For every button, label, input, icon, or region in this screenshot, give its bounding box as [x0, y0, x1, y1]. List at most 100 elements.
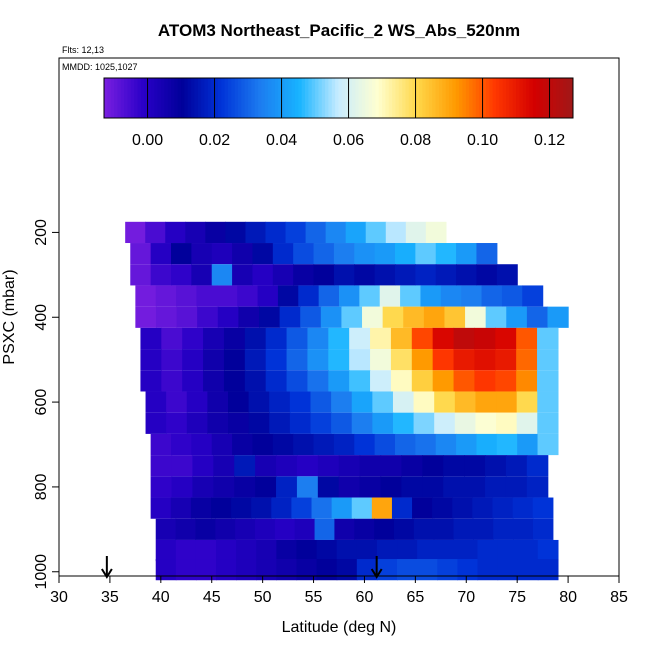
heatmap-cell [440, 285, 462, 307]
heatmap-cell [362, 306, 384, 328]
heatmap-cell [244, 370, 267, 392]
heatmap-cell [461, 285, 483, 307]
heatmap-cell [145, 412, 167, 434]
heatmap-cell [257, 285, 279, 307]
heatmap-cell [192, 455, 214, 477]
colorbar-tick-label: 0.04 [266, 132, 297, 149]
x-tick-label: 85 [610, 589, 628, 606]
heatmap-cell [252, 433, 274, 456]
colorbar-segment [251, 78, 256, 118]
colorbar-segment [439, 78, 443, 118]
heatmap-cell [150, 264, 172, 286]
colorbar-segment [288, 78, 293, 118]
heatmap-cell [403, 306, 425, 328]
colorbar-segment [482, 78, 487, 118]
colorbar-segment [569, 78, 574, 118]
heatmap-cell [155, 306, 178, 328]
heatmap-cell [182, 327, 204, 350]
heatmap-cell [135, 285, 157, 307]
heatmap-cell [390, 370, 413, 392]
heatmap-cell [190, 497, 212, 519]
heatmap-cell [537, 327, 559, 350]
colorbar-segment [442, 78, 447, 118]
colorbar-segment [516, 78, 520, 118]
colorbar-segment [194, 78, 199, 118]
heatmap-cell [244, 327, 267, 350]
x-tick-label: 70 [457, 589, 475, 606]
heatmap-cell [171, 455, 194, 477]
heatmap-cell [313, 264, 335, 286]
heatmap-cell [203, 349, 225, 371]
colorbar-segment [117, 78, 122, 118]
heatmap-cell [456, 264, 478, 286]
x-tick-label: 80 [559, 589, 577, 606]
heatmap-cell [374, 433, 396, 456]
colorbar-segment [542, 78, 547, 118]
heatmap-cell [313, 243, 335, 265]
heatmap-cell [333, 433, 355, 456]
heatmap-cell [182, 370, 204, 392]
heatmap-cell [256, 539, 277, 562]
heatmap-cell [356, 559, 378, 581]
heatmap-cell [485, 455, 507, 477]
heatmap-cell [232, 433, 254, 456]
heatmap-cell [420, 285, 442, 307]
colorbar-segment [308, 78, 313, 118]
colorbar-segment [532, 78, 537, 118]
heatmap-cell [537, 559, 559, 581]
heatmap-cell [526, 455, 549, 477]
heatmap-cell [313, 433, 335, 456]
colorbar-segment [231, 78, 236, 118]
heatmap-cell [171, 476, 194, 498]
colorbar-segment [355, 78, 360, 118]
colorbar-segment [211, 78, 216, 118]
heatmap-cell [492, 497, 514, 519]
colorbar-segment [388, 78, 393, 118]
heatmap-cell [454, 412, 477, 434]
heatmap-cell [171, 243, 192, 265]
heatmap-cell [255, 518, 276, 540]
heatmap-cell [135, 306, 157, 328]
heatmap-cell [316, 559, 338, 581]
colorbar-segment [124, 78, 128, 118]
colorbar-segment [392, 78, 396, 118]
heatmap-cell [505, 455, 528, 477]
colorbar-segment [375, 78, 380, 118]
heatmap-cell [437, 559, 458, 581]
heatmap-cell [505, 476, 528, 498]
colorbar-segment [207, 78, 212, 118]
heatmap-cell [359, 476, 382, 498]
heatmap-cell [286, 370, 309, 392]
heatmap-cell [161, 327, 183, 350]
heatmap-cell [314, 518, 336, 540]
heatmap-cell [372, 412, 394, 434]
heatmap-cell [443, 476, 465, 498]
colorbar-segment [405, 78, 410, 118]
heatmap-cell [235, 518, 256, 540]
heatmap-cell [547, 306, 569, 328]
heatmap-cell [516, 391, 538, 413]
colorbar-segment [298, 78, 303, 118]
heatmap-cell [289, 412, 312, 434]
heatmap-cell [291, 497, 313, 519]
heatmap-cell [417, 539, 438, 562]
colorbar-segment [204, 78, 209, 118]
colorbar-segment [435, 78, 440, 118]
heatmap-cell [130, 243, 152, 265]
colorbar [103, 77, 574, 119]
colorbar-segment [325, 78, 329, 118]
y-tick-label: 200 [33, 219, 50, 246]
y-tick-label: 800 [33, 473, 50, 500]
heatmap-cell [380, 455, 403, 477]
heatmap-cell [354, 518, 375, 540]
colorbar-segment [201, 78, 205, 118]
heatmap-cell [186, 391, 208, 413]
colorbar-segment [408, 78, 413, 118]
heatmap-cell [296, 559, 318, 581]
heatmap-cell [435, 264, 457, 286]
heatmap-cell [477, 539, 499, 562]
colorbar-segment [174, 78, 179, 118]
heatmap-cell [161, 370, 183, 392]
heatmap-cell [413, 391, 435, 413]
heatmap-cell [191, 433, 213, 456]
